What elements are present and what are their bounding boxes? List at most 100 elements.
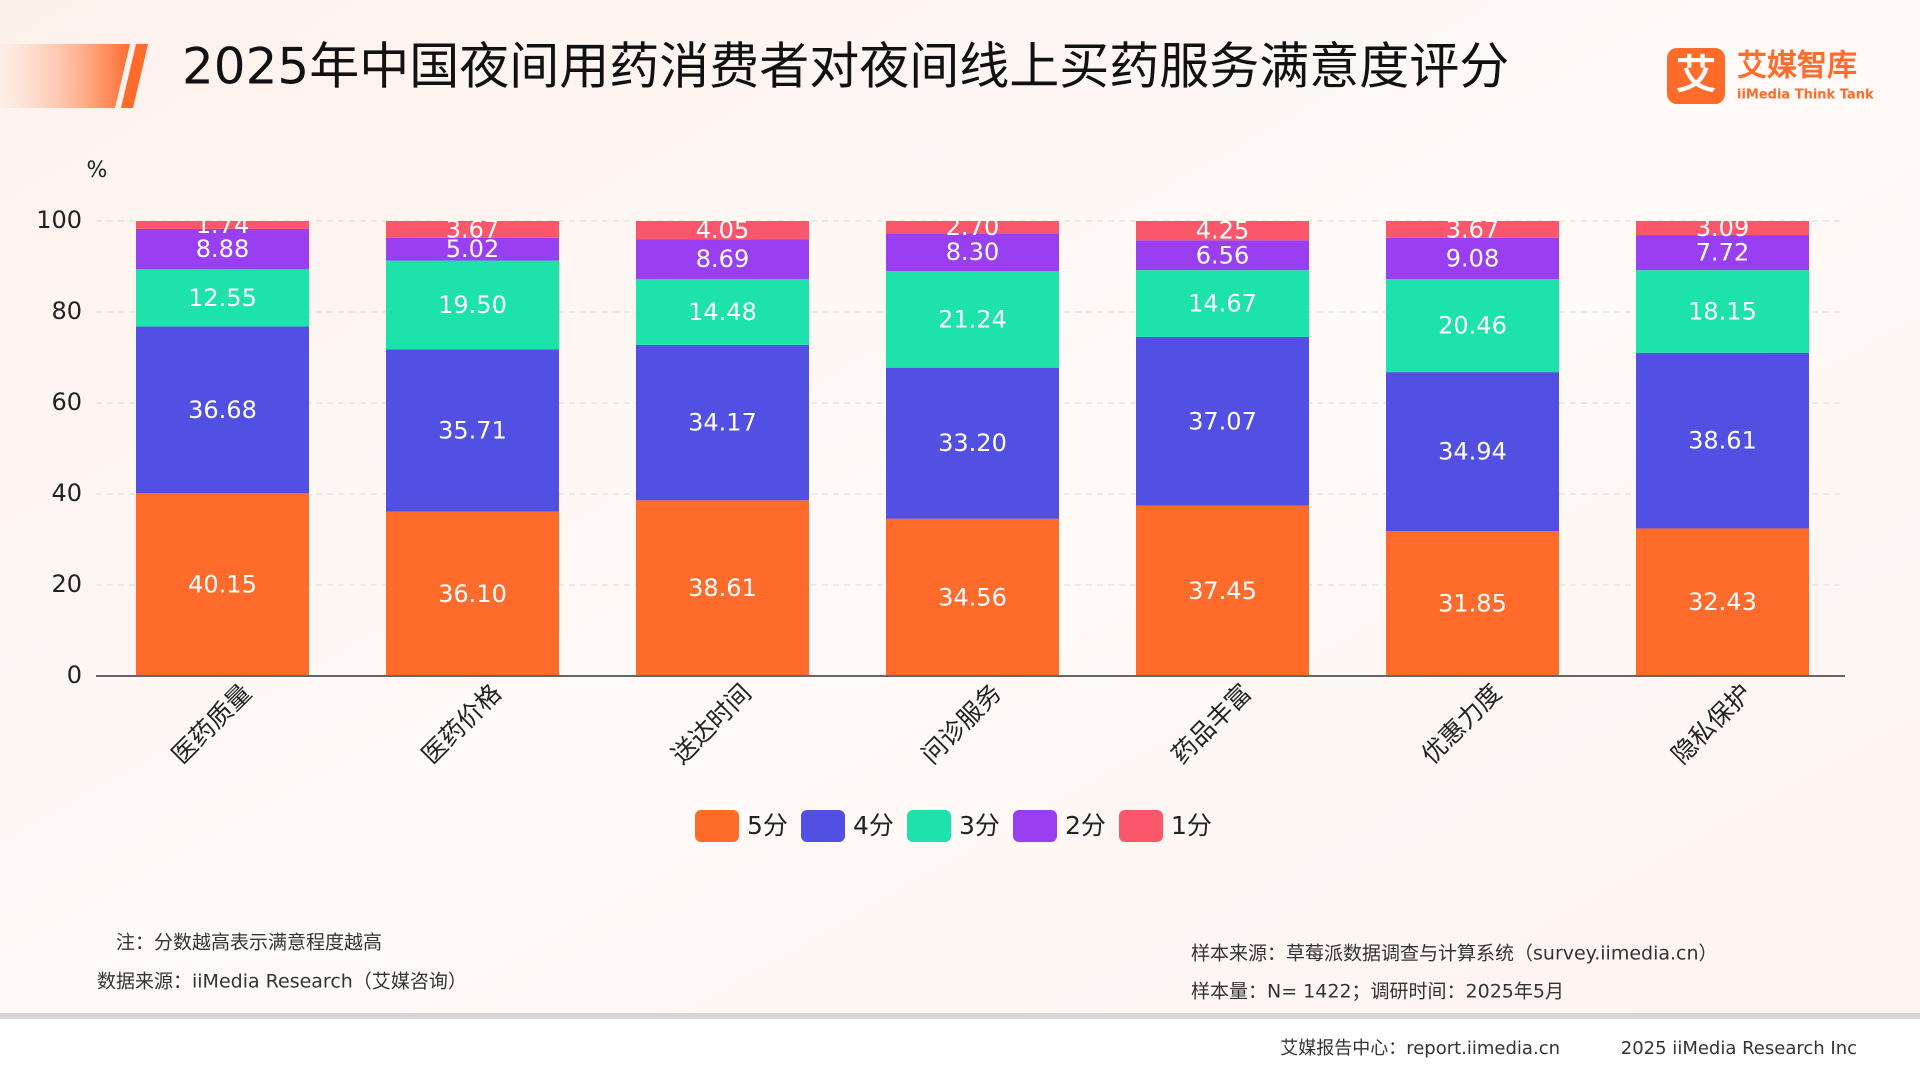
- y-tick-label: 60: [51, 388, 82, 416]
- data-label: 35.71: [438, 417, 507, 445]
- bar-segment: [636, 221, 809, 240]
- data-label: 6.56: [1196, 241, 1249, 269]
- bar-segment: [386, 349, 559, 512]
- legend-label: 3分: [959, 811, 1000, 840]
- legend-swatch: [695, 810, 739, 842]
- bar-segment: [136, 269, 309, 327]
- bar-segment: [386, 237, 559, 261]
- logo-mark-bg: [1667, 48, 1725, 104]
- data-label: 3.67: [1446, 215, 1499, 243]
- legend-label: 4分: [853, 811, 894, 840]
- bar-segment: [1386, 237, 1559, 280]
- bar-segment: [886, 221, 1059, 234]
- legend-swatch: [801, 810, 845, 842]
- data-label: 38.61: [1688, 427, 1757, 455]
- note: 注：分数越高表示满意程度越高: [116, 932, 382, 954]
- data-label: 5.02: [446, 235, 499, 263]
- bar-segment: [636, 239, 809, 279]
- bar-segment: [1136, 240, 1309, 271]
- data-label: 3.09: [1696, 214, 1749, 242]
- data-label: 36.68: [188, 396, 257, 424]
- bar-segment: [1636, 352, 1809, 529]
- bar-segment: [386, 511, 559, 676]
- legend-swatch: [1013, 810, 1057, 842]
- sample-source: 样本来源：草莓派数据调查与计算系统（survey.iimedia.cn）: [1191, 943, 1718, 965]
- data-label: 19.50: [438, 291, 507, 319]
- title-stripe: [0, 44, 130, 108]
- data-label: 18.15: [1688, 297, 1757, 325]
- footer-divider: [0, 1013, 1920, 1019]
- bar-segment: [1136, 221, 1309, 241]
- data-label: 8.69: [696, 245, 749, 273]
- data-label: 4.25: [1196, 217, 1249, 245]
- data-label: 34.17: [688, 409, 757, 437]
- legend-label: 2分: [1065, 811, 1106, 840]
- bar-segment: [1386, 531, 1559, 676]
- bar-segment: [636, 278, 809, 345]
- logo-mark: 艾: [1676, 52, 1716, 98]
- bar-segment: [1386, 279, 1559, 373]
- bar-segment: [1136, 270, 1309, 337]
- data-label: 3.67: [446, 215, 499, 243]
- data-label: 21.24: [938, 305, 1007, 333]
- bar-segment: [1636, 221, 1809, 236]
- data-label: 40.15: [188, 571, 257, 599]
- y-tick-label: 100: [36, 206, 82, 234]
- y-tick-label: 40: [51, 479, 82, 507]
- bar-segment: [636, 500, 809, 676]
- logo-name: 艾媒智库: [1737, 49, 1857, 84]
- bar-segment: [886, 233, 1059, 272]
- data-label: 34.56: [938, 583, 1007, 611]
- title: 2025年中国夜间用药消费者对夜间线上买药服务满意度评分: [182, 38, 1509, 96]
- bar-segment: [1386, 221, 1559, 238]
- data-label: 31.85: [1438, 590, 1507, 618]
- data-label: 1.74: [196, 211, 249, 239]
- data-label: 36.10: [438, 580, 507, 608]
- data-label: 12.55: [188, 284, 257, 312]
- bar-segment: [1636, 235, 1809, 271]
- data-label: 20.46: [1438, 312, 1507, 340]
- legend-label: 1分: [1171, 811, 1212, 840]
- bar-segment: [1136, 505, 1309, 676]
- legend-swatch: [907, 810, 951, 842]
- bar-segment: [886, 518, 1059, 676]
- bar-segment: [386, 221, 559, 238]
- legend-swatch: [1119, 810, 1163, 842]
- footer-center: 艾媒报告中心：report.iimedia.cn: [1280, 1038, 1560, 1059]
- data-label: 8.88: [196, 235, 249, 263]
- bar-segment: [1636, 528, 1809, 676]
- bar-segment: [136, 493, 309, 676]
- bar-segment: [136, 326, 309, 494]
- data-label: 8.30: [946, 238, 999, 266]
- data-label: 38.61: [688, 574, 757, 602]
- data-label: 37.45: [1188, 577, 1257, 605]
- bar-segment: [1136, 336, 1309, 506]
- data-label: 33.20: [938, 429, 1007, 457]
- y-tick-label: 0: [67, 661, 82, 689]
- bar-segment: [886, 271, 1059, 368]
- data-label: 4.05: [696, 216, 749, 244]
- bar-segment: [386, 260, 559, 350]
- data-label: 9.08: [1446, 244, 1499, 272]
- data-label: 14.48: [688, 298, 757, 326]
- bar-segment: [136, 221, 309, 229]
- bar-segment: [1636, 270, 1809, 353]
- y-tick-label: 20: [51, 570, 82, 598]
- bar-segment: [136, 228, 309, 270]
- data-label: 2.70: [946, 213, 999, 241]
- footer-bg: [0, 1019, 1920, 1080]
- bar-segment: [886, 367, 1059, 519]
- bar-segment: [636, 344, 809, 501]
- y-tick-label: 80: [51, 297, 82, 325]
- data-label: 7.72: [1696, 239, 1749, 267]
- logo-sub: iiMedia Think Tank: [1737, 88, 1874, 103]
- data-label: 34.94: [1438, 438, 1507, 466]
- footer-copyright: 2025 iiMedia Research Inc: [1621, 1038, 1857, 1059]
- data-label: 32.43: [1688, 588, 1757, 616]
- title-stripe-bar: [121, 44, 148, 108]
- source: 数据来源：iiMedia Research（艾媒咨询）: [97, 971, 467, 993]
- sample-size: 样本量：N= 1422；调研时间：2025年5月: [1191, 981, 1564, 1003]
- data-label: 14.67: [1188, 290, 1257, 318]
